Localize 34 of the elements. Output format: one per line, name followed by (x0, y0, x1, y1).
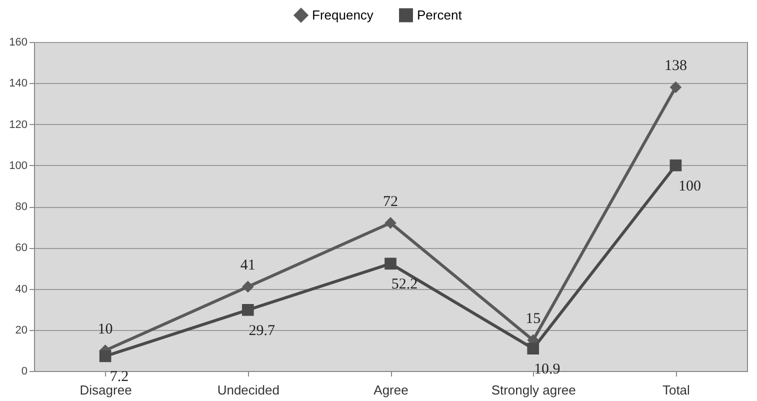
point (242, 280, 254, 293)
y-tick-label: 80 (15, 201, 28, 213)
data-label: 29.7 (248, 322, 276, 339)
data-label: 10.9 (534, 362, 560, 378)
data-label: 100 (678, 178, 701, 194)
y-tick-label: 100 (9, 160, 28, 172)
point (242, 304, 254, 316)
data-label: 10 (98, 321, 113, 338)
point (670, 81, 682, 94)
data-label: 72 (383, 194, 398, 210)
legend-label: Percent (417, 7, 462, 22)
y-tick-label: 140 (9, 78, 28, 90)
data-label: 138 (664, 58, 687, 74)
x-tick-label: Agree (374, 382, 408, 398)
point (384, 258, 396, 270)
point (384, 217, 396, 229)
data-label: 15 (526, 311, 541, 328)
point (670, 159, 682, 172)
x-tick-label: Strongly agree (491, 382, 576, 398)
point (527, 342, 540, 355)
x-tick-label: Undecided (217, 382, 280, 398)
y-tick-label: 40 (15, 283, 28, 296)
y-tick-label: 160 (9, 36, 28, 48)
x-tick-label: Total (662, 382, 690, 398)
y-tick-label: 120 (9, 118, 28, 131)
data-label: 7.2 (110, 369, 129, 386)
data-label: 52.2 (391, 276, 418, 293)
legend-label: Frequency (312, 7, 374, 22)
y-tick-label: 0 (21, 366, 28, 378)
y-tick-label: 20 (15, 324, 28, 336)
y-tick-label: 60 (15, 242, 28, 254)
x-tick-label: Disagree (80, 382, 132, 398)
point (99, 350, 112, 362)
data-label: 41 (240, 258, 256, 274)
